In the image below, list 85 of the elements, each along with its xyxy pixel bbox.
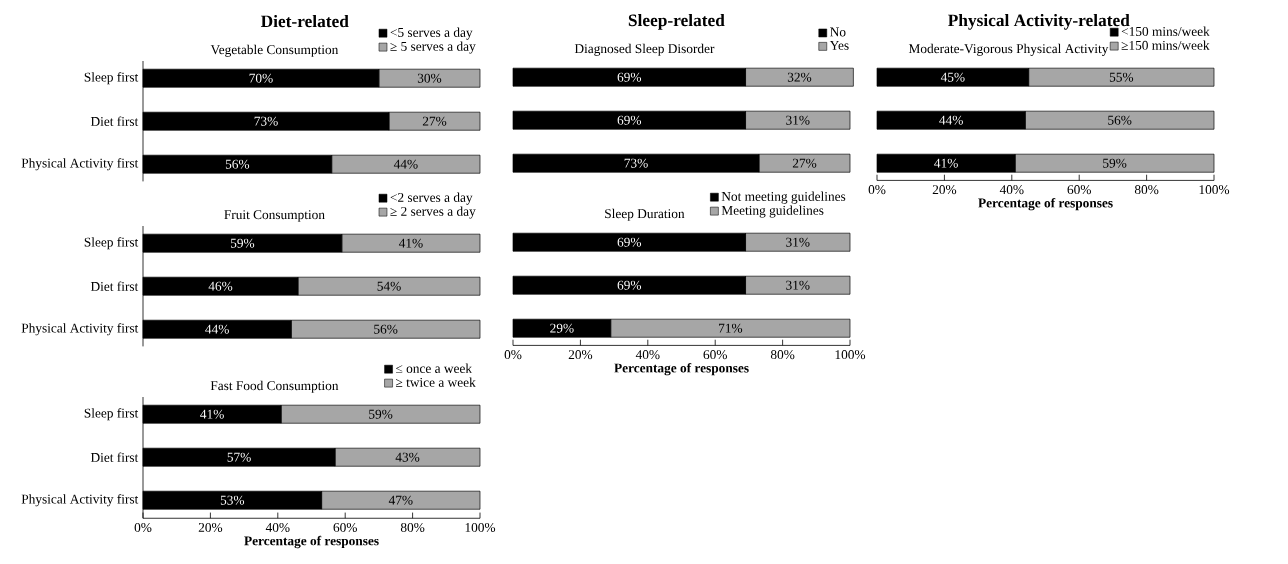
data-label: 54% <box>377 281 401 291</box>
x-tick-label: 40% <box>999 185 1024 195</box>
x-tick-label: 0% <box>134 522 152 533</box>
x-tick-label: 100% <box>465 522 496 533</box>
x-tick-label: 80% <box>1134 185 1159 195</box>
data-label: 53% <box>220 495 245 505</box>
y-tick-label: Physical Activity first <box>21 158 139 171</box>
x-tick-label: 40% <box>635 350 660 360</box>
data-label: 44% <box>939 115 963 125</box>
legend-label: Not meeting guidelines <box>721 191 846 204</box>
data-label: 41% <box>200 409 224 419</box>
data-label: 41% <box>398 238 423 248</box>
x-axis-title: Percentage of responses <box>614 362 749 376</box>
data-label: 59% <box>369 409 393 419</box>
legend-label: ≥ 5 serves a day <box>390 41 476 54</box>
x-tick-label: 20% <box>198 522 223 533</box>
y-tick-label: Sleep first <box>84 408 139 421</box>
data-label: 73% <box>624 158 648 168</box>
legend-label: ≤ once a week <box>396 363 473 373</box>
data-label: 59% <box>230 238 255 248</box>
x-tick-label: 60% <box>1067 185 1091 195</box>
data-label: 59% <box>1103 158 1127 168</box>
legend-label: ≥ twice a week <box>396 377 476 387</box>
chart-subtitle: Diagnosed Sleep Disorder <box>574 43 715 56</box>
data-label: 73% <box>254 116 278 126</box>
data-label: 29% <box>550 323 574 333</box>
chart-subtitle: Sleep Duration <box>605 208 685 221</box>
y-tick-label: Sleep first <box>84 237 139 250</box>
data-label: 69% <box>617 115 642 125</box>
x-tick-label: 20% <box>568 350 593 360</box>
chart-subtitle: Moderate-Vigorous Physical Activity <box>908 43 1109 56</box>
data-label: 47% <box>388 495 413 505</box>
x-tick-label: 100% <box>835 350 866 360</box>
data-label: 44% <box>393 159 418 169</box>
y-tick-label: Diet first <box>90 452 139 462</box>
data-label: 71% <box>719 323 743 333</box>
data-label: 56% <box>225 159 250 169</box>
x-tick-label: 40% <box>265 522 290 533</box>
legend-label: Meeting guidelines <box>721 205 824 218</box>
data-label: 31% <box>786 280 810 290</box>
x-tick-label: 0% <box>868 185 886 195</box>
data-label: 31% <box>786 115 810 125</box>
legend-label: <2 serves a day <box>390 192 473 205</box>
y-tick-label: Diet first <box>90 116 139 126</box>
x-axis-title: Percentage of responses <box>244 535 379 549</box>
data-label: 69% <box>617 72 642 82</box>
data-label: 32% <box>787 72 812 82</box>
x-tick-label: 80% <box>770 350 795 360</box>
data-label: 69% <box>617 237 642 247</box>
data-label: 27% <box>422 116 447 126</box>
y-tick-label: Sleep first <box>84 72 139 85</box>
data-label: 43% <box>395 452 420 462</box>
data-label: 57% <box>227 452 251 462</box>
data-label: 41% <box>934 158 958 168</box>
x-tick-label: 80% <box>400 522 425 533</box>
legend-label: Yes <box>829 40 849 50</box>
data-label: 55% <box>1109 72 1134 82</box>
data-label: 69% <box>617 280 642 290</box>
data-label: 56% <box>1108 115 1132 125</box>
legend-label: ≥150 mins/week <box>1121 40 1210 50</box>
x-tick-label: 20% <box>932 185 957 195</box>
legend-label: ≥ 2 serves a day <box>390 206 476 219</box>
y-tick-label: Physical Activity first <box>21 323 139 336</box>
chart-subtitle: Fruit Consumption <box>224 210 325 222</box>
chart-subtitle: Vegetable Consumption <box>210 44 339 57</box>
data-label: 31% <box>786 237 810 247</box>
chart-title: Diet-related <box>260 14 349 28</box>
data-label: 45% <box>940 72 965 82</box>
x-tick-label: 60% <box>333 522 357 533</box>
legend-label: <5 serves a day <box>390 27 473 40</box>
data-label: 44% <box>205 324 229 334</box>
chart-subtitle: Fast Food Consumption <box>210 380 339 393</box>
chart-title: Sleep-related <box>628 13 725 30</box>
y-tick-label: Diet first <box>90 281 139 291</box>
legend-label: No <box>830 27 846 37</box>
data-label: 56% <box>374 324 398 334</box>
y-tick-label: Physical Activity first <box>21 494 139 507</box>
data-label: 46% <box>208 281 233 291</box>
x-tick-label: 0% <box>504 350 522 360</box>
data-label: 27% <box>792 158 817 168</box>
data-label: 30% <box>417 73 442 83</box>
x-axis-title: Percentage of responses <box>978 197 1113 211</box>
x-tick-label: 60% <box>703 350 727 360</box>
x-tick-label: 100% <box>1199 185 1230 195</box>
data-label: 70% <box>249 73 273 83</box>
